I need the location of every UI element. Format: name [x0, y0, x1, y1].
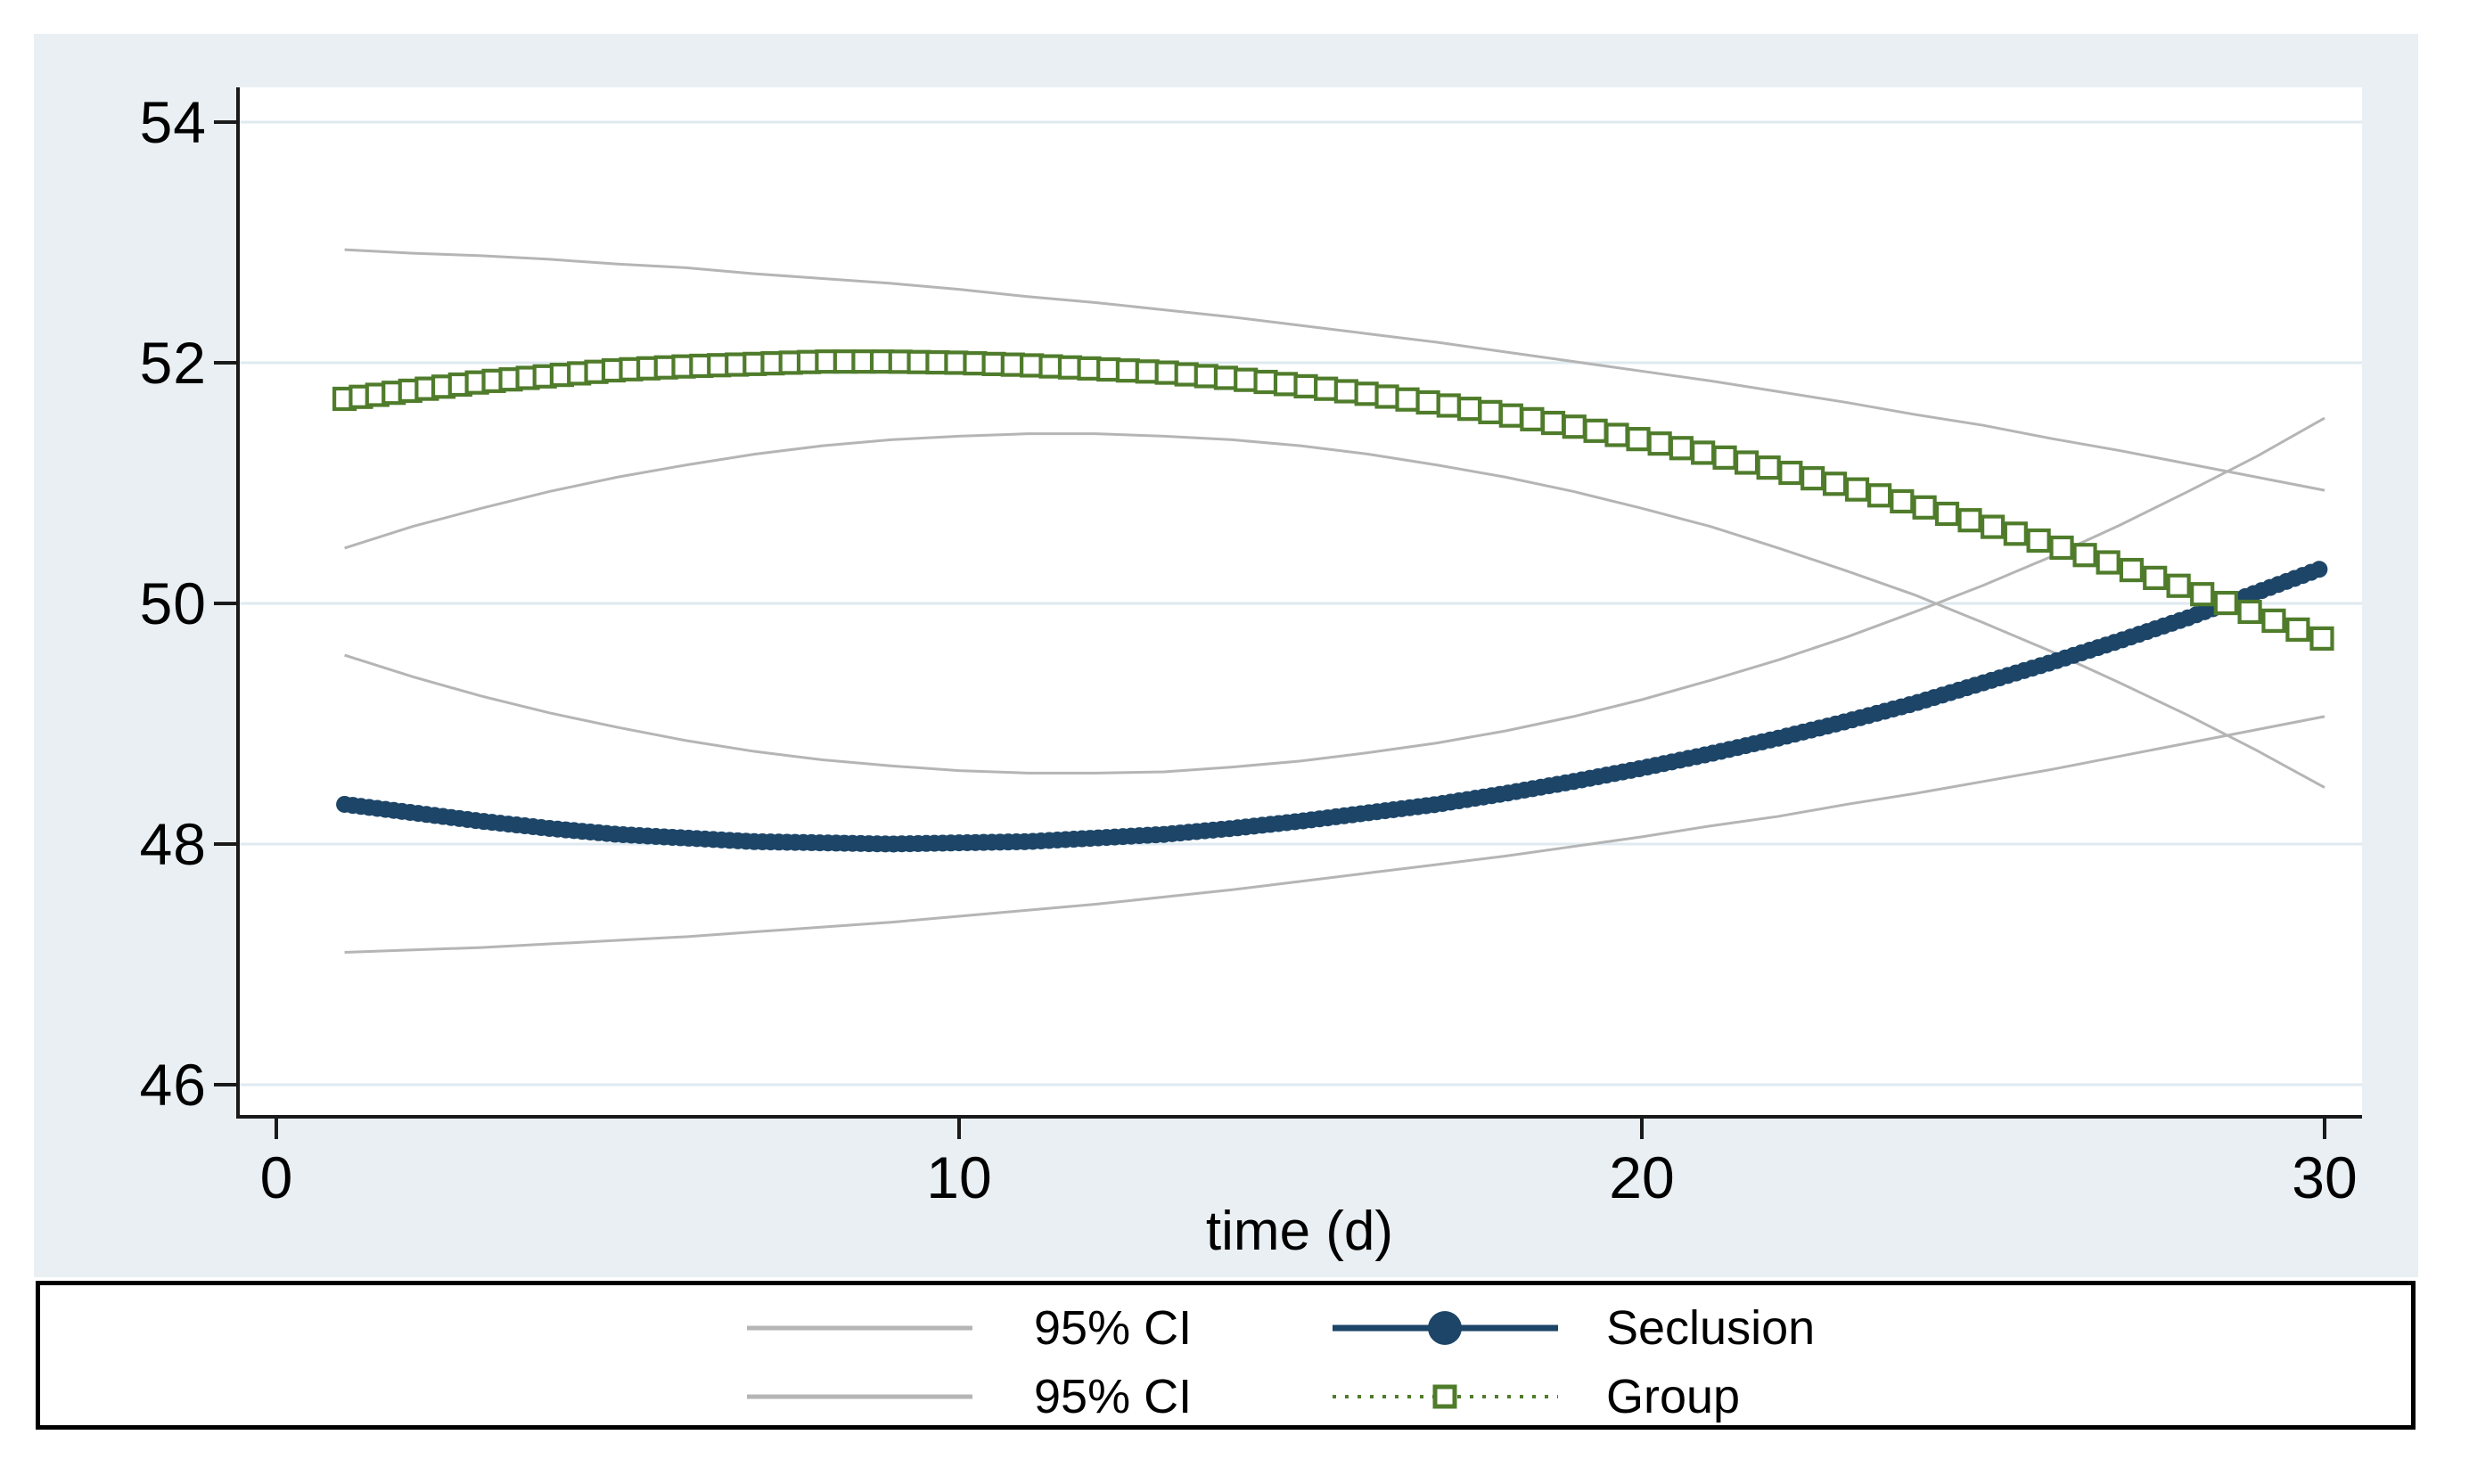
group-swatch-icon	[1333, 1384, 1558, 1409]
group-marker	[1498, 403, 1523, 428]
ci-line-swatch	[747, 1394, 972, 1399]
legend-row-seclusion: 95% CI Seclusion	[40, 1297, 2411, 1359]
group-marker	[1912, 495, 1937, 520]
group-marker	[2261, 608, 2286, 633]
group-95-ci-lower-line	[344, 432, 2325, 789]
group-marker	[2026, 528, 2051, 553]
y-tick-label-46: 46	[139, 1052, 207, 1118]
group-marker	[2213, 590, 2238, 616]
group-marker	[1822, 471, 1848, 496]
group-marker	[1096, 357, 1121, 382]
group-marker	[1647, 431, 1672, 456]
group-marker	[1333, 379, 1358, 404]
group-marker	[2166, 573, 2191, 598]
group-marker	[2096, 550, 2120, 575]
group-marker	[1115, 358, 1141, 383]
legend-ci-label: 95% CI	[1034, 1301, 1193, 1355]
group-95-ci-upper-line	[344, 248, 2325, 492]
group-marker	[1934, 501, 1960, 527]
seclusion-marker	[2310, 561, 2328, 578]
group-marker	[1562, 414, 1587, 439]
group-marker	[1844, 477, 1870, 502]
group-marker	[1957, 508, 1982, 533]
group-marker	[1314, 376, 1339, 401]
group-marker	[1800, 466, 1825, 491]
legend-seclusion-label: Seclusion	[1606, 1301, 1816, 1355]
group-marker	[1604, 422, 1629, 447]
y-tick-label-50: 50	[139, 570, 207, 636]
x-tick-label-20: 20	[1609, 1144, 1675, 1210]
group-marker	[1293, 373, 1318, 398]
group-marker	[1436, 393, 1461, 418]
group-marker	[1669, 436, 1694, 461]
group-marker	[2309, 626, 2334, 651]
group-marker	[1867, 483, 1892, 508]
group-marker	[1626, 427, 1651, 452]
x-axis-title: time (d)	[1205, 1201, 1394, 1262]
legend-group-label: Group	[1606, 1370, 1741, 1423]
group-marker	[1234, 367, 1259, 392]
group-marker	[1712, 445, 1737, 470]
group-marker	[1456, 397, 1482, 422]
group-marker	[1520, 406, 1545, 431]
group-marker	[1981, 514, 2006, 539]
group-marker	[1890, 488, 1915, 514]
group-marker	[1174, 362, 1199, 387]
group-marker	[1135, 359, 1160, 384]
group-marker	[1540, 410, 1566, 436]
group-marker	[1273, 372, 1299, 397]
group-marker	[1193, 364, 1218, 389]
seclusion-95-ci-lower-line	[344, 715, 2325, 954]
group-marker	[2237, 599, 2262, 625]
group-marker	[1415, 389, 1440, 415]
group-marker	[2003, 521, 2028, 546]
group-marker	[1213, 365, 1239, 390]
group-marker	[1354, 381, 1379, 406]
y-tick-label-54: 54	[139, 89, 207, 155]
x-tick-label-0: 0	[259, 1144, 293, 1210]
group-marker	[1253, 369, 1278, 395]
legend-ci-label: 95% CI	[1034, 1370, 1193, 1423]
group-marker	[2285, 617, 2310, 642]
group-marker	[2072, 543, 2097, 568]
seclusion-95-ci-upper-line	[344, 416, 2325, 775]
group-marker	[2190, 582, 2215, 607]
group-marker	[1478, 399, 1503, 424]
group-marker	[1691, 440, 1716, 465]
group-marker	[2143, 565, 2168, 590]
legend-row-group: 95% CI Group	[40, 1365, 2411, 1428]
group-marker	[1374, 384, 1399, 409]
x-tick-label-30: 30	[2292, 1144, 2358, 1210]
ci-line-swatch	[747, 1325, 972, 1331]
group-marker	[1154, 360, 1179, 385]
seclusion-swatch-icon	[1333, 1311, 1558, 1345]
group-marker	[2119, 557, 2144, 583]
group-marker	[1778, 460, 1803, 486]
x-tick-label-10: 10	[926, 1144, 992, 1210]
group-marker	[1734, 450, 1759, 475]
group-marker	[1395, 387, 1420, 412]
group-marker	[1756, 455, 1781, 480]
group-marker	[2049, 535, 2074, 561]
legend: 95% CI Seclusion 95% CI Group	[36, 1281, 2416, 1430]
y-tick-label-48: 48	[139, 811, 207, 877]
y-tick-label-52: 52	[139, 330, 207, 396]
group-marker	[1583, 418, 1608, 443]
